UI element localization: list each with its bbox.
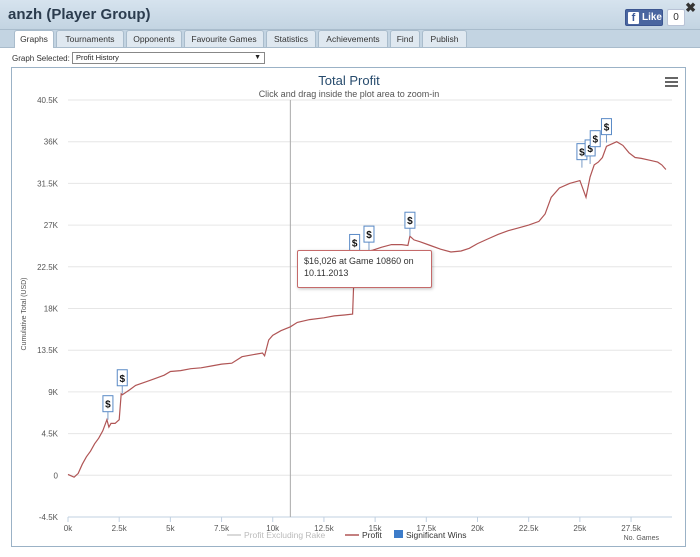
legend-wins-swatch (394, 530, 403, 538)
significant-win-marker[interactable]: $ (600, 118, 612, 143)
y-tick-label: 4.5K (42, 430, 59, 439)
tab-tournaments[interactable]: Tournaments (56, 30, 124, 47)
x-tick-label: 0k (64, 524, 73, 533)
dollar-icon: $ (352, 238, 358, 249)
dollar-icon: $ (366, 230, 372, 241)
tab-bar: Graphs Tournaments Opponents Favourite Game… (0, 30, 700, 48)
y-tick-label: 40.5K (37, 96, 59, 105)
y-tick-label: -4.5K (39, 513, 59, 522)
x-tick-label: 2.5k (112, 524, 128, 533)
window-titlebar: anzh (Player Group) ✖ (0, 0, 700, 30)
significant-win-marker[interactable]: $ (116, 369, 128, 394)
y-tick-label: 13.5K (37, 346, 59, 355)
window-title: anzh (Player Group) (8, 6, 151, 23)
tab-opponents[interactable]: Opponents (126, 30, 182, 47)
chart-panel[interactable]: Total Profit Click and drag inside the p… (11, 67, 686, 547)
graph-selected-label: Graph Selected: (12, 54, 70, 63)
close-icon[interactable]: ✖ (685, 0, 696, 15)
marker-flag (363, 225, 375, 243)
legend-item-wins[interactable]: Significant Wins (406, 530, 466, 540)
dropdown-arrow-icon: ▼ (254, 54, 261, 61)
chart-subtitle: Click and drag inside the plot area to z… (259, 89, 440, 99)
dollar-icon: $ (587, 144, 593, 155)
x-tick-label: 20k (471, 524, 485, 533)
dollar-icon: $ (592, 135, 598, 146)
y-tick-label: 9K (48, 388, 58, 397)
tab-achievements[interactable]: Achievements (318, 30, 388, 47)
dollar-icon: $ (119, 374, 125, 385)
significant-win-marker[interactable]: $ (404, 211, 416, 237)
facebook-icon: f (628, 11, 639, 24)
chart-legend: Profit Excluding Rake Profit Significant W… (227, 530, 466, 540)
facebook-like-button[interactable]: f Like (625, 9, 663, 26)
tab-statistics[interactable]: Statistics (266, 30, 316, 47)
x-tick-label: 22.5k (519, 524, 540, 533)
x-tick-label: 17.5k (417, 524, 438, 533)
x-tick-label: 5k (166, 524, 175, 533)
significant-win-marker[interactable]: $ (102, 395, 114, 420)
legend-item-rake[interactable]: Profit Excluding Rake (244, 530, 326, 540)
significant-win-marker[interactable]: $ (589, 130, 601, 155)
x-tick-label: 25k (573, 524, 587, 533)
y-tick-label: 27K (44, 221, 59, 230)
x-tick-label: 10k (266, 524, 280, 533)
dollar-icon: $ (579, 148, 585, 159)
chart-tooltip: $16,026 at Game 10860 on 10.11.2013 (297, 250, 432, 288)
marker-flag (102, 395, 114, 413)
graph-select-dropdown[interactable]: Profit History ▼ (72, 52, 265, 64)
x-tick-label: 15k (369, 524, 383, 533)
chart-grid (68, 99, 672, 518)
tab-favourite-games[interactable]: Favourite Games (184, 30, 264, 47)
tab-publish[interactable]: Publish (422, 30, 467, 47)
dollar-icon: $ (105, 400, 111, 411)
marker-flag (589, 130, 601, 148)
dollar-icon: $ (604, 123, 610, 134)
y-axis: -4.5K 0 4.5K 9K 13.5K 18K 22.5K 27K 31.5K 36K 40.5… (37, 96, 59, 522)
x-axis-label: No. Games (624, 535, 660, 542)
x-tick-label: 12.5k (314, 524, 335, 533)
y-tick-label: 36K (44, 138, 59, 147)
marker-flag (404, 211, 416, 229)
y-axis-label: Cumulative Total (USD) (21, 277, 28, 350)
dollar-icon: $ (407, 216, 413, 227)
tooltip-line2: 10.11.2013 (304, 268, 349, 278)
y-tick-label: 18K (44, 305, 59, 314)
significant-win-marker[interactable]: $ (363, 225, 375, 251)
chart-title: Total Profit (318, 73, 380, 88)
facebook-like-count: 0 (667, 9, 685, 26)
profit-chart[interactable]: Total Profit Click and drag inside the p… (12, 68, 687, 548)
chart-menu-icon[interactable] (665, 77, 678, 88)
marker-flag (116, 369, 128, 387)
graph-select-value: Profit History (76, 53, 119, 62)
x-tick-label: 7.5k (214, 524, 230, 533)
x-axis: 0k 2.5k 5k 7.5k 10k 12.5k 15k 17.5k 20k 22.5k 25k 2… (64, 516, 672, 533)
y-tick-label: 22.5K (37, 263, 59, 272)
profit-series-line (67, 141, 667, 478)
marker-flag (600, 118, 612, 136)
tooltip-line1: $16,026 at Game 10860 on (304, 256, 414, 266)
x-tick-label: 27.5k (621, 524, 642, 533)
tab-find[interactable]: Find (390, 30, 420, 47)
y-tick-label: 31.5K (37, 179, 59, 188)
significant-wins-markers: $$$$$$ $$$ (102, 118, 612, 420)
legend-item-profit[interactable]: Profit (362, 530, 382, 540)
facebook-like-label: Like (641, 12, 662, 23)
tab-graphs[interactable]: Graphs (14, 30, 54, 48)
y-tick-label: 0 (54, 471, 59, 480)
